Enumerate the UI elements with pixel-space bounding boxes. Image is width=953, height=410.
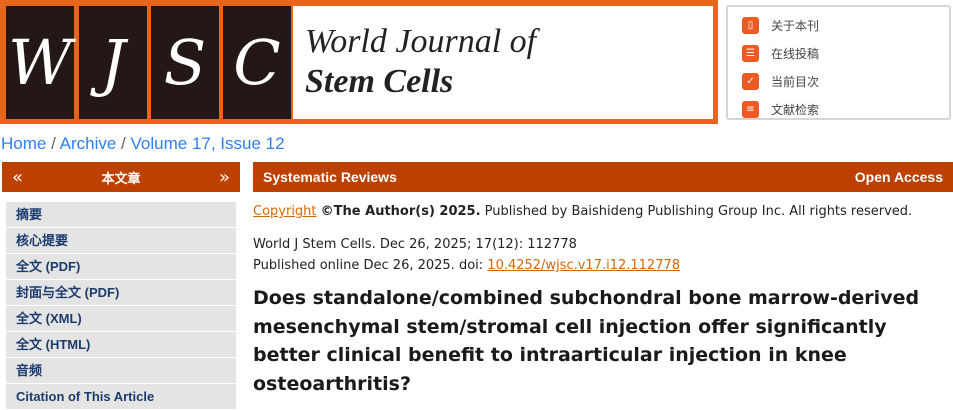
- quick-link-label: 文献检索: [771, 102, 820, 117]
- article-title: Does standalone/combined subchondral bon…: [253, 287, 920, 395]
- sidebar-item-html[interactable]: 全文 (HTML): [6, 332, 236, 358]
- submit-icon: ☰: [742, 44, 759, 62]
- published-line: Published online Dec 26, 2025. doi:: [253, 258, 484, 273]
- logo-letter: W: [6, 6, 74, 119]
- book-icon: ▯: [742, 16, 759, 34]
- article-section: Systematic Reviews: [263, 169, 397, 185]
- logo-line2: Stem Cells: [305, 63, 454, 100]
- breadcrumb-separator: /: [51, 134, 56, 153]
- sidebar-title: 本文章: [101, 171, 141, 187]
- logo-letter: J: [79, 6, 147, 119]
- quick-link-label: 在线投稿: [771, 46, 820, 61]
- chevron-right-icon[interactable]: »: [218, 166, 230, 188]
- journal-logo[interactable]: W J S C World Journal of Stem Cells: [0, 0, 718, 124]
- sidebar-item-cover-pdf[interactable]: 封面与全文 (PDF): [6, 280, 236, 306]
- breadcrumb-separator: /: [121, 134, 126, 153]
- document-search-icon: ≡: [742, 100, 759, 118]
- copyright-line: Copyright ©The Author(s) 2025. Published…: [253, 204, 912, 219]
- sidebar-header: « 本文章 »: [2, 162, 240, 192]
- chevron-left-icon[interactable]: «: [12, 166, 24, 188]
- breadcrumb-archive[interactable]: Archive: [59, 134, 117, 153]
- sidebar-item-pdf[interactable]: 全文 (PDF): [6, 254, 236, 280]
- breadcrumb: Home / Archive / Volume 17, Issue 12: [1, 134, 285, 154]
- copyright-holder: ©The Author(s) 2025.: [320, 204, 481, 219]
- open-access-badge: Open Access: [854, 169, 943, 185]
- sidebar-item-xml[interactable]: 全文 (XML): [6, 306, 236, 332]
- sidebar-item-audio[interactable]: 音频: [6, 358, 236, 384]
- sidebar-item-citation[interactable]: Citation of This Article: [6, 384, 236, 410]
- doi-link[interactable]: 10.4252/wjsc.v17.i12.112778: [487, 258, 681, 273]
- quick-link-search[interactable]: ≡ 文献检索: [742, 95, 949, 123]
- copyright-text: Published by Baishideng Publishing Group…: [484, 204, 913, 219]
- quick-link-about[interactable]: ▯ 关于本刊: [742, 11, 949, 39]
- logo-letter: C: [223, 6, 291, 119]
- quick-link-current-issue[interactable]: ✓ 当前目次: [742, 67, 949, 95]
- quick-links: ▯ 关于本刊 ☰ 在线投稿 ✓ 当前目次 ≡ 文献检索: [726, 5, 951, 120]
- article-header-bar: Systematic Reviews Open Access: [253, 162, 953, 192]
- copyright-link[interactable]: Copyright: [253, 204, 317, 219]
- quick-link-submit[interactable]: ☰ 在线投稿: [742, 39, 949, 67]
- quick-link-label: 当前目次: [771, 74, 820, 89]
- citation-line: World J Stem Cells. Dec 26, 2025; 17(12)…: [253, 237, 577, 252]
- breadcrumb-issue[interactable]: Volume 17, Issue 12: [130, 134, 285, 153]
- sidebar-menu: 摘要 核心提要 全文 (PDF) 封面与全文 (PDF) 全文 (XML) 全文…: [6, 202, 236, 410]
- logo-line1: World Journal of: [305, 23, 537, 60]
- citation-info: World J Stem Cells. Dec 26, 2025; 17(12)…: [253, 234, 680, 276]
- breadcrumb-home[interactable]: Home: [1, 134, 47, 153]
- sidebar-item-core-tip[interactable]: 核心提要: [6, 228, 236, 254]
- logo-letter: S: [151, 6, 219, 119]
- clipboard-check-icon: ✓: [742, 72, 759, 90]
- logo-title: World Journal of Stem Cells: [293, 6, 713, 119]
- quick-link-label: 关于本刊: [771, 18, 820, 33]
- sidebar-item-abstract[interactable]: 摘要: [6, 202, 236, 228]
